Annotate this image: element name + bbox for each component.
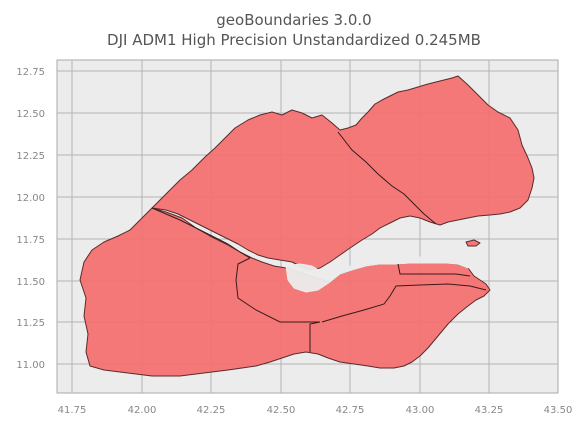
x-tick-labels: 41.75 42.00 42.25 42.50 42.75 43.00 43.2… xyxy=(58,405,573,416)
y-tick-label: 11.75 xyxy=(16,235,45,246)
y-tick-label: 12.75 xyxy=(16,67,45,78)
map-subtitle: DJI ADM1 High Precision Unstandardized 0… xyxy=(107,31,481,49)
boundary-tadjourah-dikhil xyxy=(151,207,251,259)
boundary-djibouti-city xyxy=(397,263,471,277)
x-tick-label: 41.75 xyxy=(58,405,87,416)
y-tick-label: 11.50 xyxy=(16,277,45,288)
y-tick-labels: 12.75 12.50 12.25 12.00 11.75 11.50 11.2… xyxy=(16,67,45,371)
boundary-arta-alisabieh xyxy=(309,321,321,352)
y-tick-label: 11.25 xyxy=(16,318,45,329)
x-tick-label: 42.25 xyxy=(197,405,226,416)
x-tick-label: 42.00 xyxy=(128,405,157,416)
x-tick-label: 42.50 xyxy=(267,405,296,416)
gulf-of-tadjourah xyxy=(285,256,469,293)
y-tick-label: 12.00 xyxy=(16,193,45,204)
boundary-dikhil-arta xyxy=(235,257,320,323)
map-titles: geoBoundaries 3.0.0 DJI ADM1 High Precis… xyxy=(0,10,588,50)
boundary-obock-tadjourah xyxy=(337,131,437,225)
x-tick-label: 43.25 xyxy=(475,405,504,416)
boundary-alisabieh-djibouti xyxy=(321,283,487,323)
map-title: geoBoundaries 3.0.0 xyxy=(216,11,372,29)
x-tick-label: 43.50 xyxy=(544,405,573,416)
y-tick-label: 12.25 xyxy=(16,151,45,162)
x-tick-label: 42.75 xyxy=(336,405,365,416)
island-moucha xyxy=(465,239,481,247)
regions xyxy=(79,75,535,377)
x-tick-label: 43.00 xyxy=(406,405,435,416)
y-tick-label: 12.50 xyxy=(16,109,45,120)
admin-boundaries xyxy=(151,131,487,352)
y-tick-label: 11.00 xyxy=(16,360,45,371)
